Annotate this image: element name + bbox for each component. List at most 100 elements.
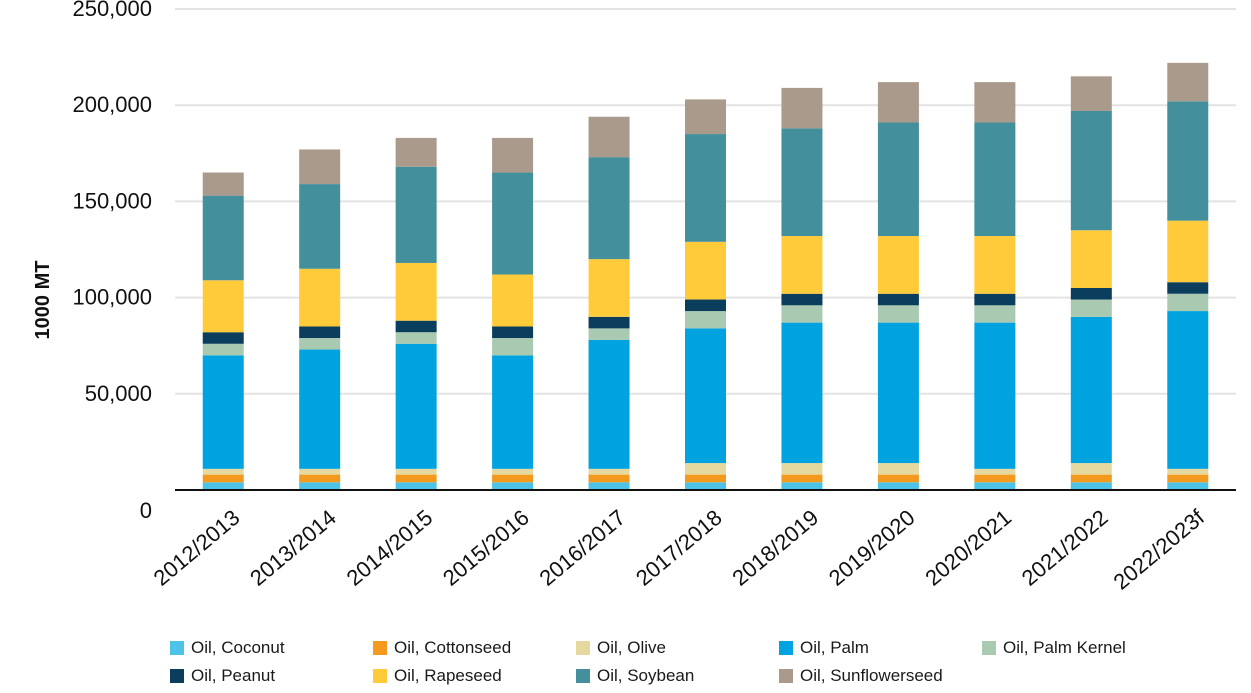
legend-label: Oil, Peanut [191,666,276,685]
bar-segment [492,274,534,327]
bar-segment [1070,474,1112,483]
bar-segment [877,236,919,294]
bar-segment [877,82,919,123]
bar-segment [202,468,244,475]
bar-segment [395,482,437,490]
bar-segment [202,195,244,281]
legend-item: Oil, Sunflowerseed [779,662,982,690]
bar-segment [1167,62,1209,102]
bar-segment [299,474,341,483]
x-tick-label: 2013/2014 [245,505,341,591]
bar-segment [781,322,823,464]
bar-segment [974,305,1016,323]
bar-segment [202,482,244,490]
legend-swatch [170,641,184,655]
bar-segment [1070,230,1112,288]
bar-segment [395,474,437,483]
bar-segment [492,468,534,475]
bar-segment [588,339,630,469]
bar-segment [685,311,726,329]
bar-segment [395,137,437,167]
bar-segment [492,474,534,483]
bar-segment [877,474,919,483]
x-tick-label: 2019/2020 [824,505,920,591]
legend-swatch [373,641,387,655]
bar-segment [492,326,534,339]
legend-item: Oil, Rapeseed [373,662,576,690]
bar-segment [974,236,1016,294]
bar-segment [299,326,341,339]
legend-item: Oil, Coconut [170,634,373,662]
x-tick-label: 2021/2022 [1017,505,1113,591]
bar-segment [492,355,534,469]
bar-segment [1167,468,1209,475]
bar-segment [492,172,534,275]
legend-label: Oil, Soybean [597,666,695,685]
bar-segment [588,468,630,475]
legend-item: Oil, Peanut [170,662,373,690]
bar-segment [974,468,1016,475]
bar-segment [299,338,341,350]
bar-segment [1070,482,1112,490]
legend-label: Oil, Palm Kernel [1003,638,1126,657]
legend-swatch [576,641,590,655]
legend-label: Oil, Coconut [191,638,285,657]
bar-segment [685,482,726,490]
bar-segment [202,474,244,483]
legend-row: Oil, Peanut Oil, Rapeseed Oil, Soybean Oil,… [170,662,1230,690]
bar-segment [877,322,919,464]
bar-segment [395,468,437,475]
bar-segment [395,320,437,333]
legend: Oil, Coconut Oil, Cottonseed Oil, Olive Oil… [170,634,1230,690]
bar-segment [395,166,437,263]
bar-segment [299,482,341,490]
bar-segment [781,128,823,237]
legend-label: Oil, Palm [800,638,869,657]
bar-segment [685,299,726,312]
x-tick-label: 2022/2023f [1109,504,1210,594]
bar-segment [781,87,823,129]
bar-segment [588,157,630,260]
legend-swatch [576,669,590,683]
bar-segment [299,149,341,185]
bar-segment [1167,474,1209,483]
bar-segment [299,468,341,475]
bar-segment [781,293,823,306]
bar-segment [974,82,1016,123]
legend-item: Oil, Olive [576,634,779,662]
legend-swatch [170,669,184,683]
bar-segment [781,236,823,294]
bar-segment [1070,110,1112,231]
bar-segment [202,280,244,333]
bar-segment [1070,76,1112,111]
bar-segment [685,463,726,475]
stacked-bar-chart: 0 50,000 100,000 150,000 200,000 250,000 2012/… [32,0,1236,595]
y-tick-label: 200,000 [72,92,152,117]
x-tick-label: 2020/2021 [920,505,1016,591]
bar-segment [877,305,919,323]
bar-segment [685,241,726,300]
y-axis-title: 1000 MT [32,261,54,340]
bar-segment [588,259,630,317]
bar-segment [685,328,726,464]
bar-segment [492,338,534,356]
bar-segment [588,482,630,490]
bar-segment [1167,482,1209,490]
bar-segment [781,482,823,490]
y-tick-label: 250,000 [72,0,152,21]
bar-segment [877,463,919,475]
legend-label: Oil, Olive [597,638,666,657]
bar-segment [588,328,630,340]
legend-label: Oil, Rapeseed [394,666,502,685]
bar-segment [202,332,244,344]
bar-segment [1167,282,1209,294]
legend-swatch [779,669,793,683]
x-tick-label: 2012/2013 [149,505,245,591]
bar-segment [492,482,534,490]
bar-segment [781,305,823,323]
bar-segment [877,122,919,237]
bar-segment [685,99,726,135]
bar-segment [1070,316,1112,464]
bar-segment [974,293,1016,306]
bar-segment [202,355,244,469]
